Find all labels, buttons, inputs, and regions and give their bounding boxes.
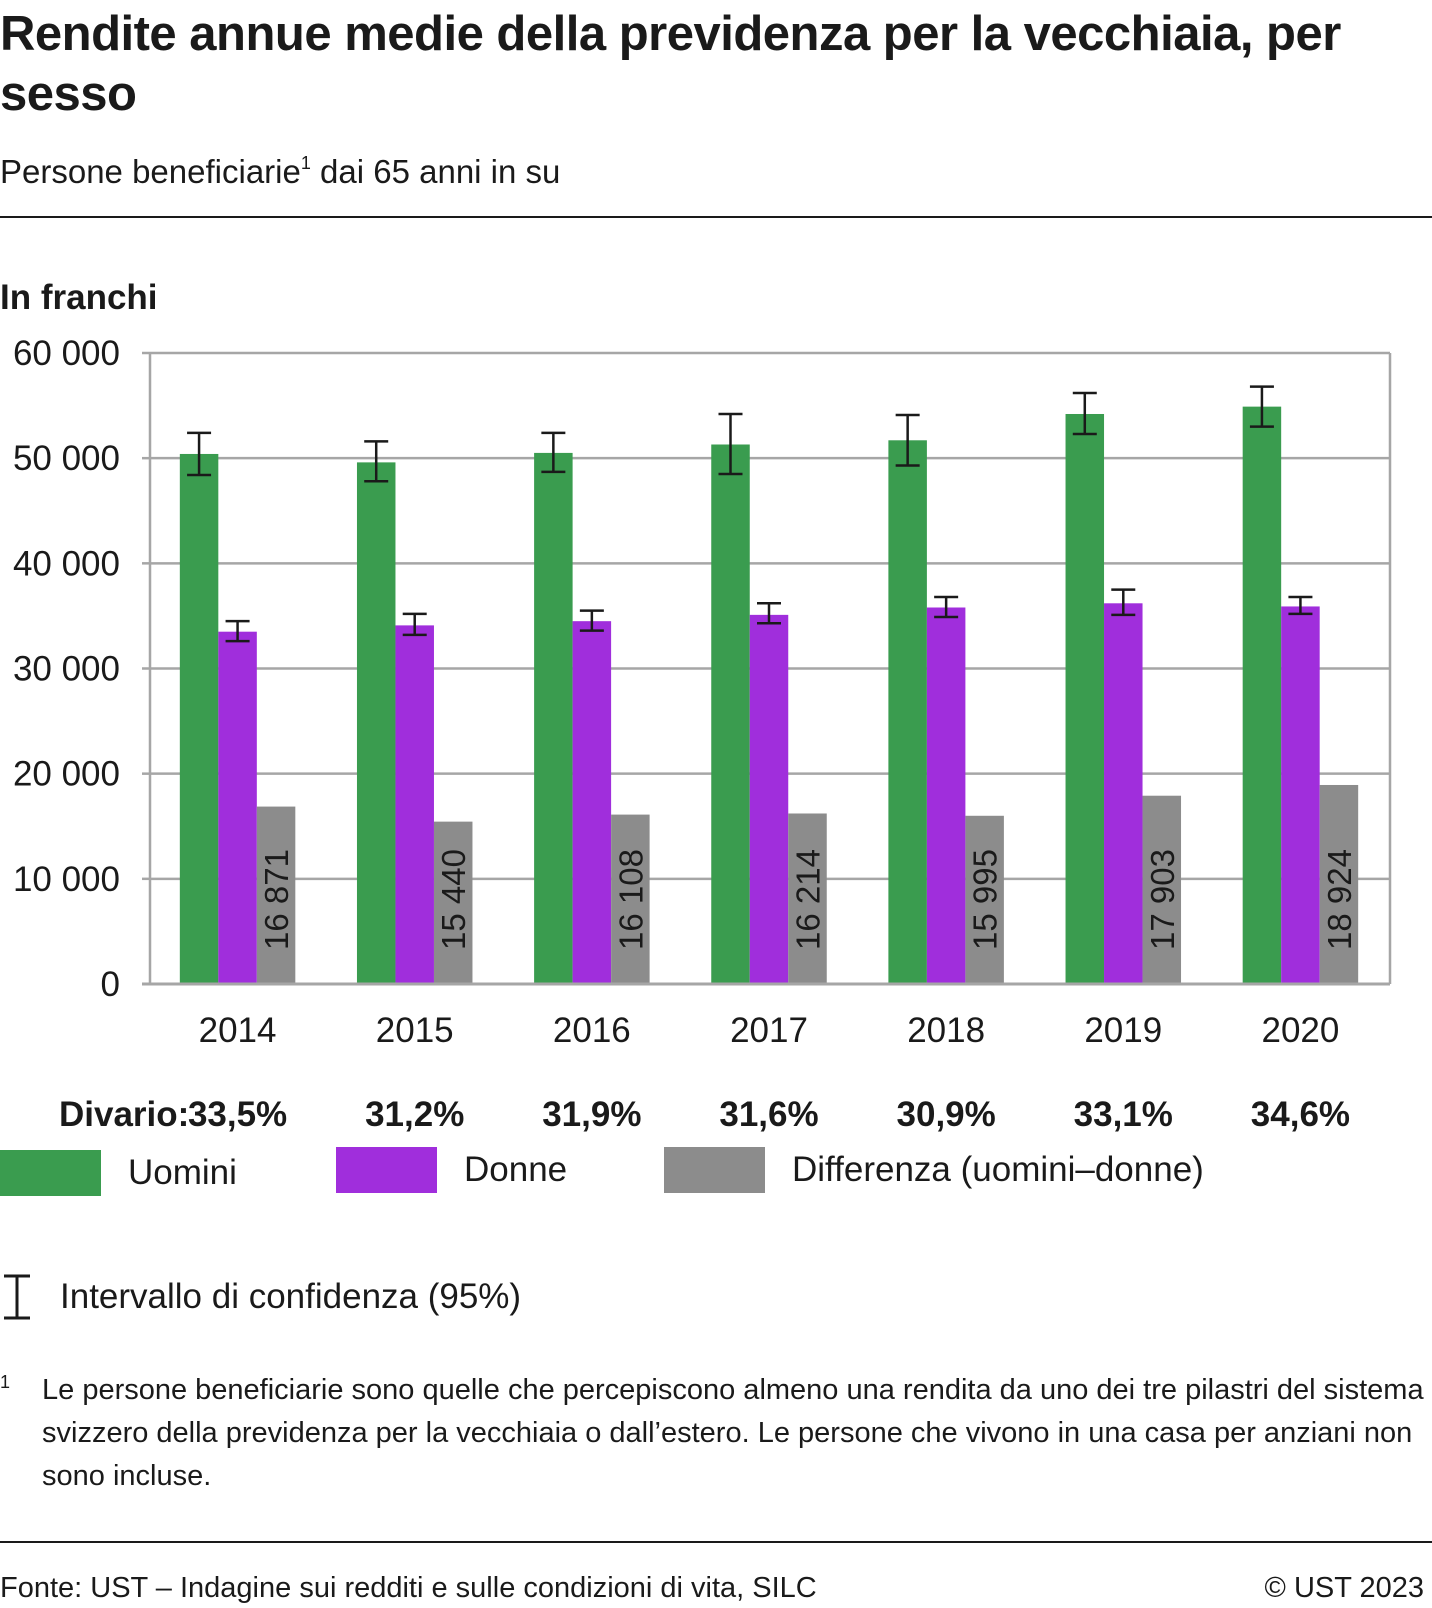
source-note: Fonte: UST – Indagine sui redditi e sull… xyxy=(0,1572,817,1604)
bar-difference xyxy=(611,814,650,984)
bar-difference xyxy=(1142,795,1182,984)
y-tick-label: 50 000 xyxy=(13,439,120,478)
legend-men: Uomini xyxy=(0,1150,237,1196)
bar-women xyxy=(749,614,789,984)
divario-value: 31,9% xyxy=(542,1095,642,1134)
x-tick-label: 2016 xyxy=(553,1011,631,1050)
footnote: 1 Le persone beneficiarie sono quelle ch… xyxy=(0,1369,1430,1498)
copyright: © UST 2023 xyxy=(1264,1572,1424,1604)
y-tick-label: 20 000 xyxy=(13,755,120,794)
bar-men xyxy=(534,452,573,984)
data-label: 16 871 xyxy=(258,849,295,950)
bar-difference xyxy=(433,821,473,984)
x-tick-label: 2018 xyxy=(907,1011,985,1050)
bar-difference xyxy=(256,806,296,984)
divario-value: 31,2% xyxy=(365,1095,465,1134)
x-tick-label: 2019 xyxy=(1084,1011,1162,1050)
bar-women xyxy=(572,621,612,984)
bar-women xyxy=(926,607,966,984)
bar-difference xyxy=(788,813,827,984)
chart-title: Rendite annue medie della previdenza per… xyxy=(0,7,1341,121)
data-label: 16 214 xyxy=(790,849,827,950)
bottom-rule xyxy=(0,1541,1432,1543)
data-label: 15 440 xyxy=(435,849,472,950)
data-label: 18 924 xyxy=(1321,849,1358,950)
legend-difference: Differenza (uomini–donne) xyxy=(664,1147,1204,1193)
confidence-interval-icon xyxy=(4,1274,30,1320)
bar-men xyxy=(1242,406,1282,984)
data-label: 16 108 xyxy=(612,849,649,950)
x-tick-label: 2014 xyxy=(199,1011,277,1050)
chart-subtitle: Persone beneficiarie1 dai 65 anni in su xyxy=(0,152,560,192)
top-rule xyxy=(0,216,1432,218)
y-tick-label: 60 000 xyxy=(13,334,120,373)
y-tick-label: 40 000 xyxy=(13,544,120,583)
unit-label: In franchi xyxy=(0,278,158,317)
y-tick-label: 30 000 xyxy=(13,650,120,689)
subtitle-text: Persone beneficiarie xyxy=(0,153,301,190)
bar-difference xyxy=(965,815,1004,984)
divario-value: 31,6% xyxy=(719,1095,819,1134)
bar-women xyxy=(1104,603,1143,984)
bar-men xyxy=(888,440,927,984)
y-tick-label: 10 000 xyxy=(13,860,120,899)
data-label: 17 903 xyxy=(1144,849,1181,950)
x-tick-label: 2015 xyxy=(376,1011,454,1050)
divario-value: 33,5% xyxy=(187,1095,288,1134)
y-tick-label: 0 xyxy=(101,965,120,1004)
bar-men xyxy=(356,462,396,984)
footnote-mark: 1 xyxy=(0,1372,11,1392)
data-label: 15 995 xyxy=(967,849,1004,950)
subtitle-rest: dai 65 anni in su xyxy=(310,153,561,190)
subtitle-footnote-mark: 1 xyxy=(300,153,311,173)
bar-chart: 0 10 000 20 000 30 000 40 000 50 000 60 000 16 … xyxy=(13,334,1392,1050)
bar-men xyxy=(711,444,750,984)
legend-women: Donne xyxy=(336,1147,567,1193)
bar-men xyxy=(1065,413,1105,984)
bar-men xyxy=(179,453,219,985)
bar-women xyxy=(1281,606,1320,984)
divario-value: 30,9% xyxy=(896,1095,996,1134)
bar-women xyxy=(218,631,257,984)
legend-label-women: Donne xyxy=(464,1150,568,1189)
footnote-text: Le persone beneficiarie sono quelle che … xyxy=(42,1374,1424,1492)
x-tick-label: 2017 xyxy=(730,1011,808,1050)
legend-label-difference: Differenza (uomini–donne) xyxy=(792,1150,1204,1189)
bar-difference xyxy=(1319,784,1359,984)
legend-label-ci: Intervallo di confidenza (95%) xyxy=(60,1277,522,1316)
legend-swatch-women xyxy=(336,1147,437,1193)
divario-value: 33,1% xyxy=(1073,1095,1173,1134)
legend-ci: Intervallo di confidenza (95%) xyxy=(0,1274,521,1320)
legend-swatch-difference xyxy=(664,1147,765,1193)
bar-women xyxy=(395,625,434,984)
legend-swatch-men xyxy=(0,1150,101,1196)
divario-row: Divario: 33,5% 31,2% 31,9% 31,6% 30,9% 33,1% 3… xyxy=(0,1095,1432,1139)
divario-value: 34,6% xyxy=(1250,1095,1351,1134)
divario-label: Divario: xyxy=(59,1095,190,1134)
x-tick-label: 2020 xyxy=(1261,1011,1339,1050)
legend-label-men: Uomini xyxy=(128,1153,237,1192)
